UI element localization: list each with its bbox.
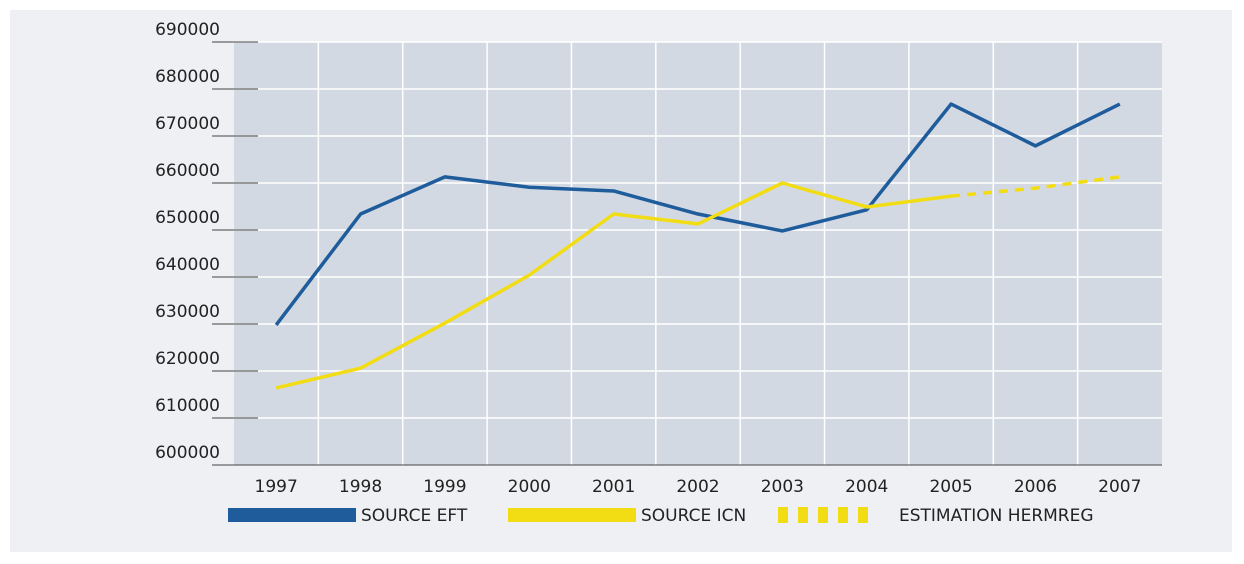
y-tick-label: 620000 [155, 349, 220, 369]
x-tick-label: 2004 [845, 477, 888, 497]
x-tick-label: 1998 [339, 477, 382, 497]
legend-label: SOURCE EFT [361, 506, 468, 526]
y-tick-label: 690000 [155, 20, 220, 40]
y-tick-label: 600000 [155, 443, 220, 463]
legend-swatch [818, 507, 828, 523]
legend-swatch [798, 507, 808, 523]
legend-swatch [778, 507, 788, 523]
x-tick-label: 2005 [929, 477, 972, 497]
x-tick-label: 2000 [508, 477, 551, 497]
x-tick-label: 2007 [1098, 477, 1141, 497]
legend-swatch [508, 508, 636, 522]
y-tick-label: 610000 [155, 396, 220, 416]
legend-label: ESTIMATION HERMREG [899, 506, 1094, 526]
y-tick-label: 670000 [155, 114, 220, 134]
y-tick-label: 640000 [155, 255, 220, 275]
x-tick-label: 1997 [255, 477, 298, 497]
data-line [950, 175, 1121, 198]
x-tick-label: 2006 [1014, 477, 1057, 497]
x-tick-label: 1999 [423, 477, 466, 497]
x-tick-label: 2003 [761, 477, 804, 497]
data-line [274, 102, 1121, 326]
legend-label: SOURCE ICN [641, 506, 746, 526]
legend-swatch [858, 507, 868, 523]
y-tick-label: 650000 [155, 208, 220, 228]
plot-area [234, 42, 1162, 465]
x-tick-label: 2001 [592, 477, 635, 497]
y-tick-label: 630000 [155, 302, 220, 322]
y-tick-label: 660000 [155, 161, 220, 181]
data-line [275, 181, 952, 390]
legend-swatch [838, 507, 848, 523]
legend-swatch [228, 508, 356, 522]
x-tick-label: 2002 [676, 477, 719, 497]
y-tick-label: 680000 [155, 67, 220, 87]
